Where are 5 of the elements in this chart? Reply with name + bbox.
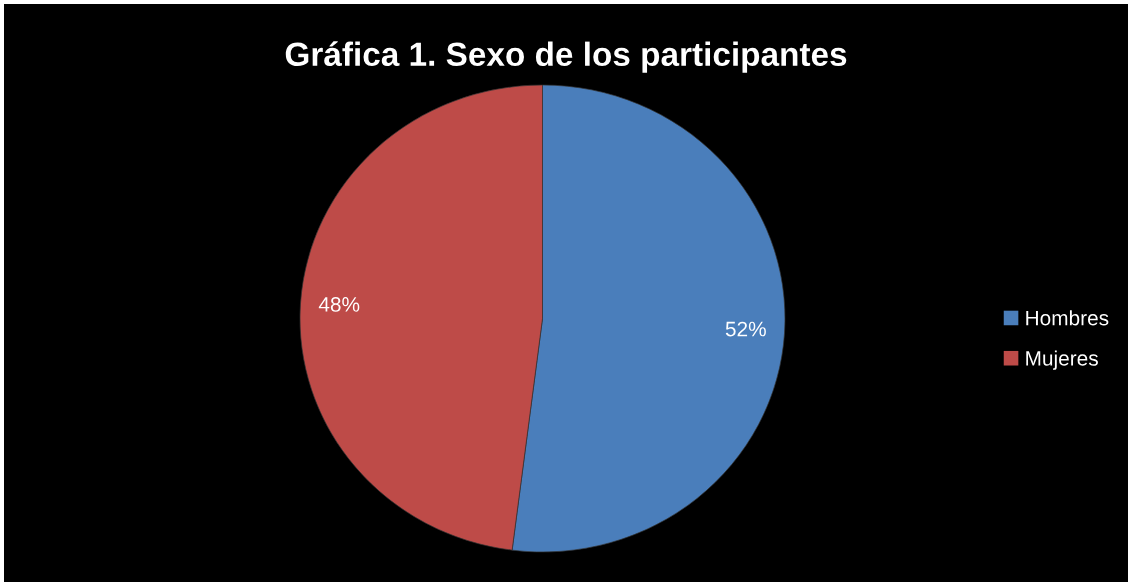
legend-label: Mujeres <box>1026 350 1098 370</box>
data-label: 52% <box>725 321 766 337</box>
legend-label: Hombres <box>1026 310 1109 326</box>
data-label: 48% <box>318 297 360 312</box>
chart-title: Gráfica 1. Sexo de los participantes <box>285 41 847 73</box>
